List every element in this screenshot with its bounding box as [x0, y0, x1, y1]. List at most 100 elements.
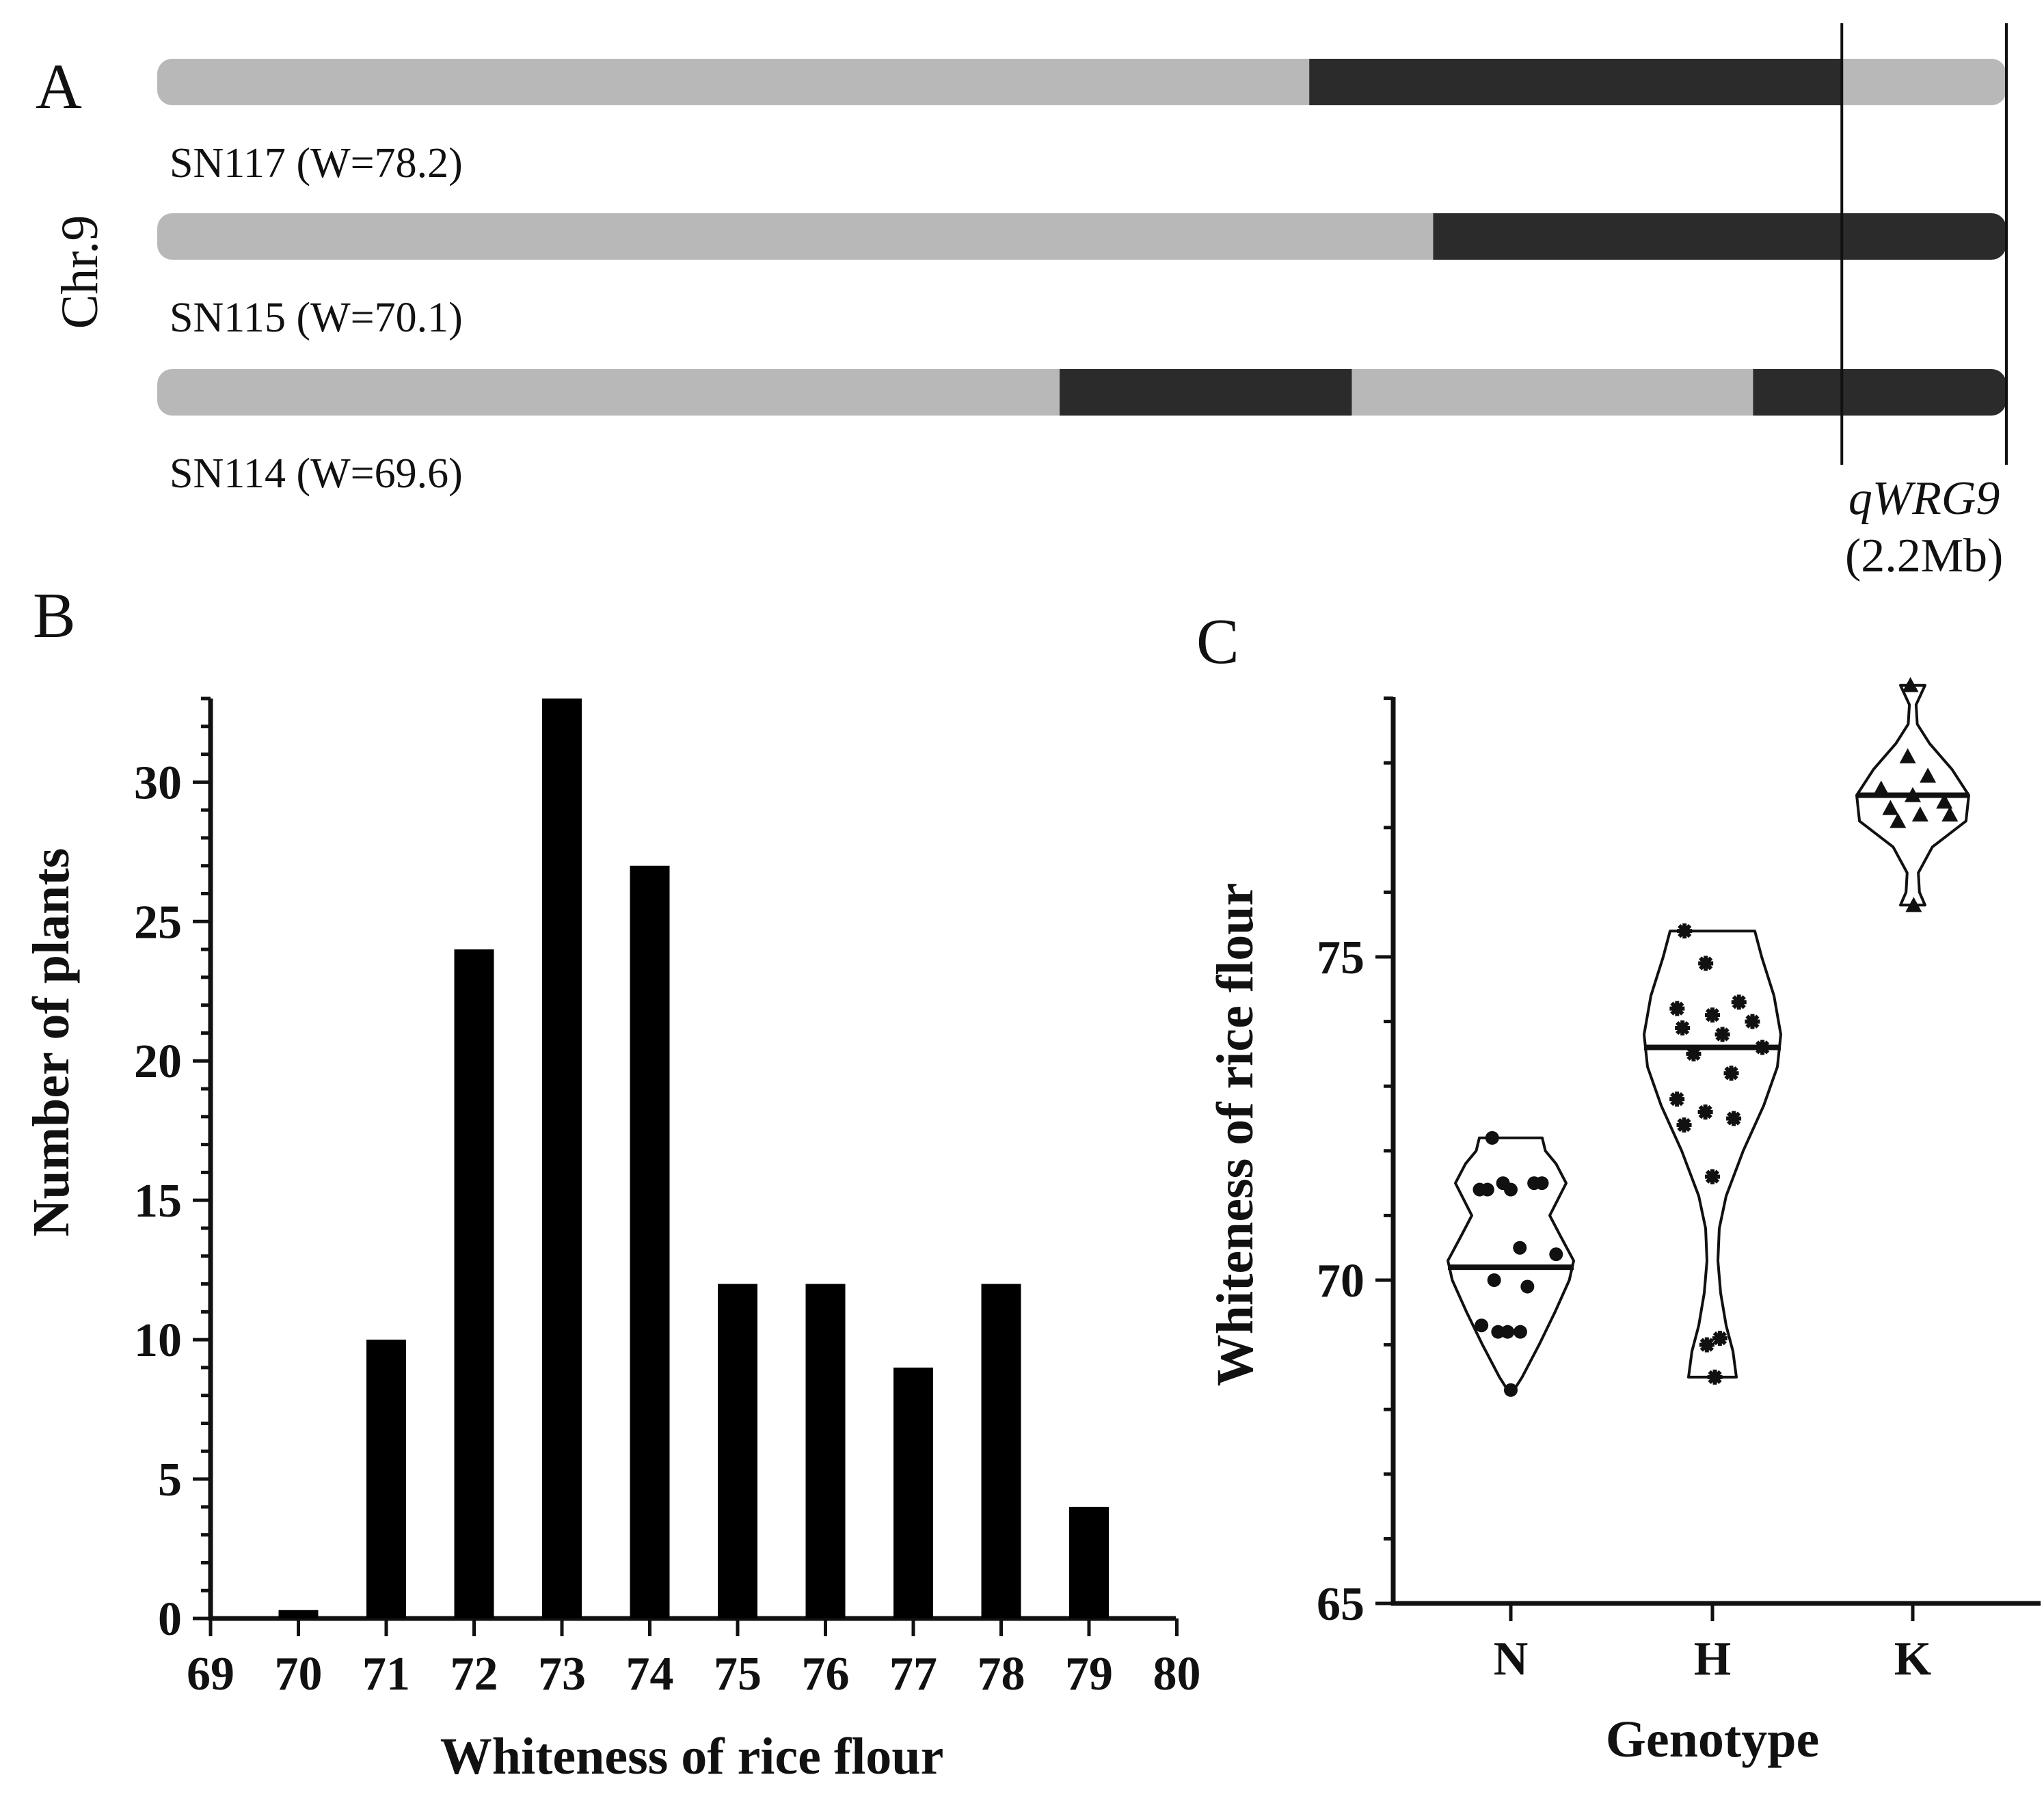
y-tick-label: 10 [134, 1314, 182, 1367]
track-1-segment-1 [157, 59, 1310, 105]
data-point-n [1520, 1279, 1535, 1294]
panel-letter-a: A [36, 51, 82, 122]
data-point-n [1491, 1325, 1505, 1339]
data-point-h [1677, 923, 1693, 939]
data-point-h [1697, 1104, 1713, 1120]
histogram-bar [278, 1610, 319, 1618]
y-tick-label: 20 [134, 1035, 182, 1088]
data-point-h [1686, 1046, 1702, 1061]
x-tick-label: 73 [538, 1648, 586, 1700]
track-3-segment-3 [1352, 369, 1753, 416]
data-point-k [1882, 800, 1899, 815]
histogram-bar [454, 949, 494, 1618]
data-point-k [1920, 768, 1937, 783]
data-point-n [1501, 1325, 1515, 1339]
track-label: SN114 (W=69.6) [170, 450, 463, 497]
violin-n [1447, 1136, 1575, 1392]
x-tick-label: 69 [187, 1648, 234, 1700]
data-point-h [1669, 1092, 1685, 1107]
data-point-h [1699, 1337, 1714, 1353]
chromosome-track-2 [157, 213, 2006, 260]
x-axis-title: Genotype [1606, 1711, 1819, 1768]
data-point-h [1669, 1001, 1685, 1016]
data-point-n [1487, 1273, 1501, 1287]
y-tick-label: 70 [1317, 1255, 1364, 1307]
histogram-bar [981, 1284, 1021, 1618]
y-tick-label: 30 [134, 757, 182, 809]
x-tick-label: 74 [626, 1648, 674, 1700]
data-point-n [1535, 1176, 1549, 1191]
y-tick-label: 0 [158, 1593, 182, 1646]
data-point-h [1676, 1117, 1692, 1133]
histogram-bar [718, 1284, 757, 1618]
data-point-n [1480, 1182, 1494, 1197]
x-tick-label-h: H [1694, 1633, 1731, 1685]
y-tick-label: 5 [158, 1454, 182, 1506]
y-tick-label: 15 [134, 1175, 182, 1228]
track-3-segment-4 [1753, 369, 2006, 416]
x-tick-label: 77 [889, 1648, 937, 1700]
panel-letter-c: C [1196, 606, 1239, 677]
track-3-segment-1 [157, 369, 1060, 416]
violin-h [1643, 930, 1782, 1379]
histogram-bar [893, 1367, 933, 1618]
track-label: SN115 (W=70.1) [170, 295, 463, 341]
x-tick-label-n: N [1494, 1633, 1529, 1685]
qtl-name: qWRG9 [1848, 472, 2000, 525]
x-tick-label-k: K [1894, 1633, 1931, 1685]
data-point-h [1723, 1066, 1739, 1081]
data-point-k [1899, 748, 1916, 763]
x-tick-label: 78 [978, 1648, 1025, 1700]
histogram-bar [630, 865, 670, 1618]
track-1-segment-2 [1309, 59, 1842, 105]
chromosome-track-3 [157, 369, 2006, 416]
chromosome-track-1 [157, 59, 2006, 105]
x-tick-label: 80 [1153, 1648, 1201, 1700]
x-tick-label: 76 [802, 1648, 850, 1700]
y-axis-title: Whiteness of rice flour [1207, 883, 1264, 1387]
x-tick-label: 71 [362, 1648, 410, 1700]
data-point-h [1726, 1111, 1742, 1126]
data-point-h [1698, 955, 1714, 971]
data-point-k [1911, 806, 1928, 822]
data-point-n [1549, 1247, 1563, 1262]
x-axis-title: Whiteness of rice flour [440, 1728, 944, 1785]
panel-c-violin-plot: C 65 70 75 N H K Genotype Whiteness of rice flo… [1196, 606, 2041, 1768]
data-point-h [1712, 1331, 1727, 1346]
x-tick-label: 70 [275, 1648, 323, 1700]
data-point-h [1745, 1014, 1760, 1029]
data-point-n [1475, 1318, 1489, 1333]
histogram-bar [1069, 1506, 1109, 1618]
data-point-n [1504, 1383, 1518, 1397]
data-point-k [1941, 806, 1959, 822]
histogram-bar [542, 699, 582, 1618]
panel-letter-b: B [33, 580, 76, 651]
histogram-bar [805, 1284, 846, 1618]
data-point-h [1675, 1020, 1691, 1036]
panel-a-chromosome-map: A SN117 (W=78.2) SN115 (W=70.1) SN114 (W=6… [36, 23, 2008, 582]
y-tick-label: 65 [1317, 1578, 1364, 1631]
data-point-n [1513, 1325, 1527, 1339]
data-point-h [1731, 994, 1747, 1010]
data-point-k [1905, 897, 1922, 912]
x-tick-label: 75 [714, 1648, 762, 1700]
track-label: SN117 (W=78.2) [170, 140, 463, 187]
x-tick-label: 79 [1065, 1648, 1113, 1700]
panel-b-histogram: B 0 5 10 15 20 25 30 69 70 71 72 73 74 75 76 77 78 79 80 Wh… [23, 580, 1201, 1785]
data-point-n [1504, 1182, 1518, 1197]
data-point-k [1936, 793, 1953, 809]
chromosome-label: Chr.9 [51, 215, 109, 329]
data-point-k [1890, 813, 1907, 828]
data-point-n [1513, 1241, 1527, 1255]
track-2-segment-1 [157, 213, 1434, 260]
track-2-segment-2 [1433, 213, 2006, 260]
qtl-size: (2.2Mb) [1845, 530, 2003, 582]
data-point-h [1755, 1040, 1771, 1055]
y-axis-title: Number of plants [23, 848, 80, 1237]
data-point-h [1707, 1369, 1723, 1385]
y-tick-label: 25 [134, 896, 182, 949]
data-point-h [1705, 1169, 1720, 1184]
data-point-h [1705, 1007, 1720, 1023]
data-point-k [1872, 781, 1890, 796]
